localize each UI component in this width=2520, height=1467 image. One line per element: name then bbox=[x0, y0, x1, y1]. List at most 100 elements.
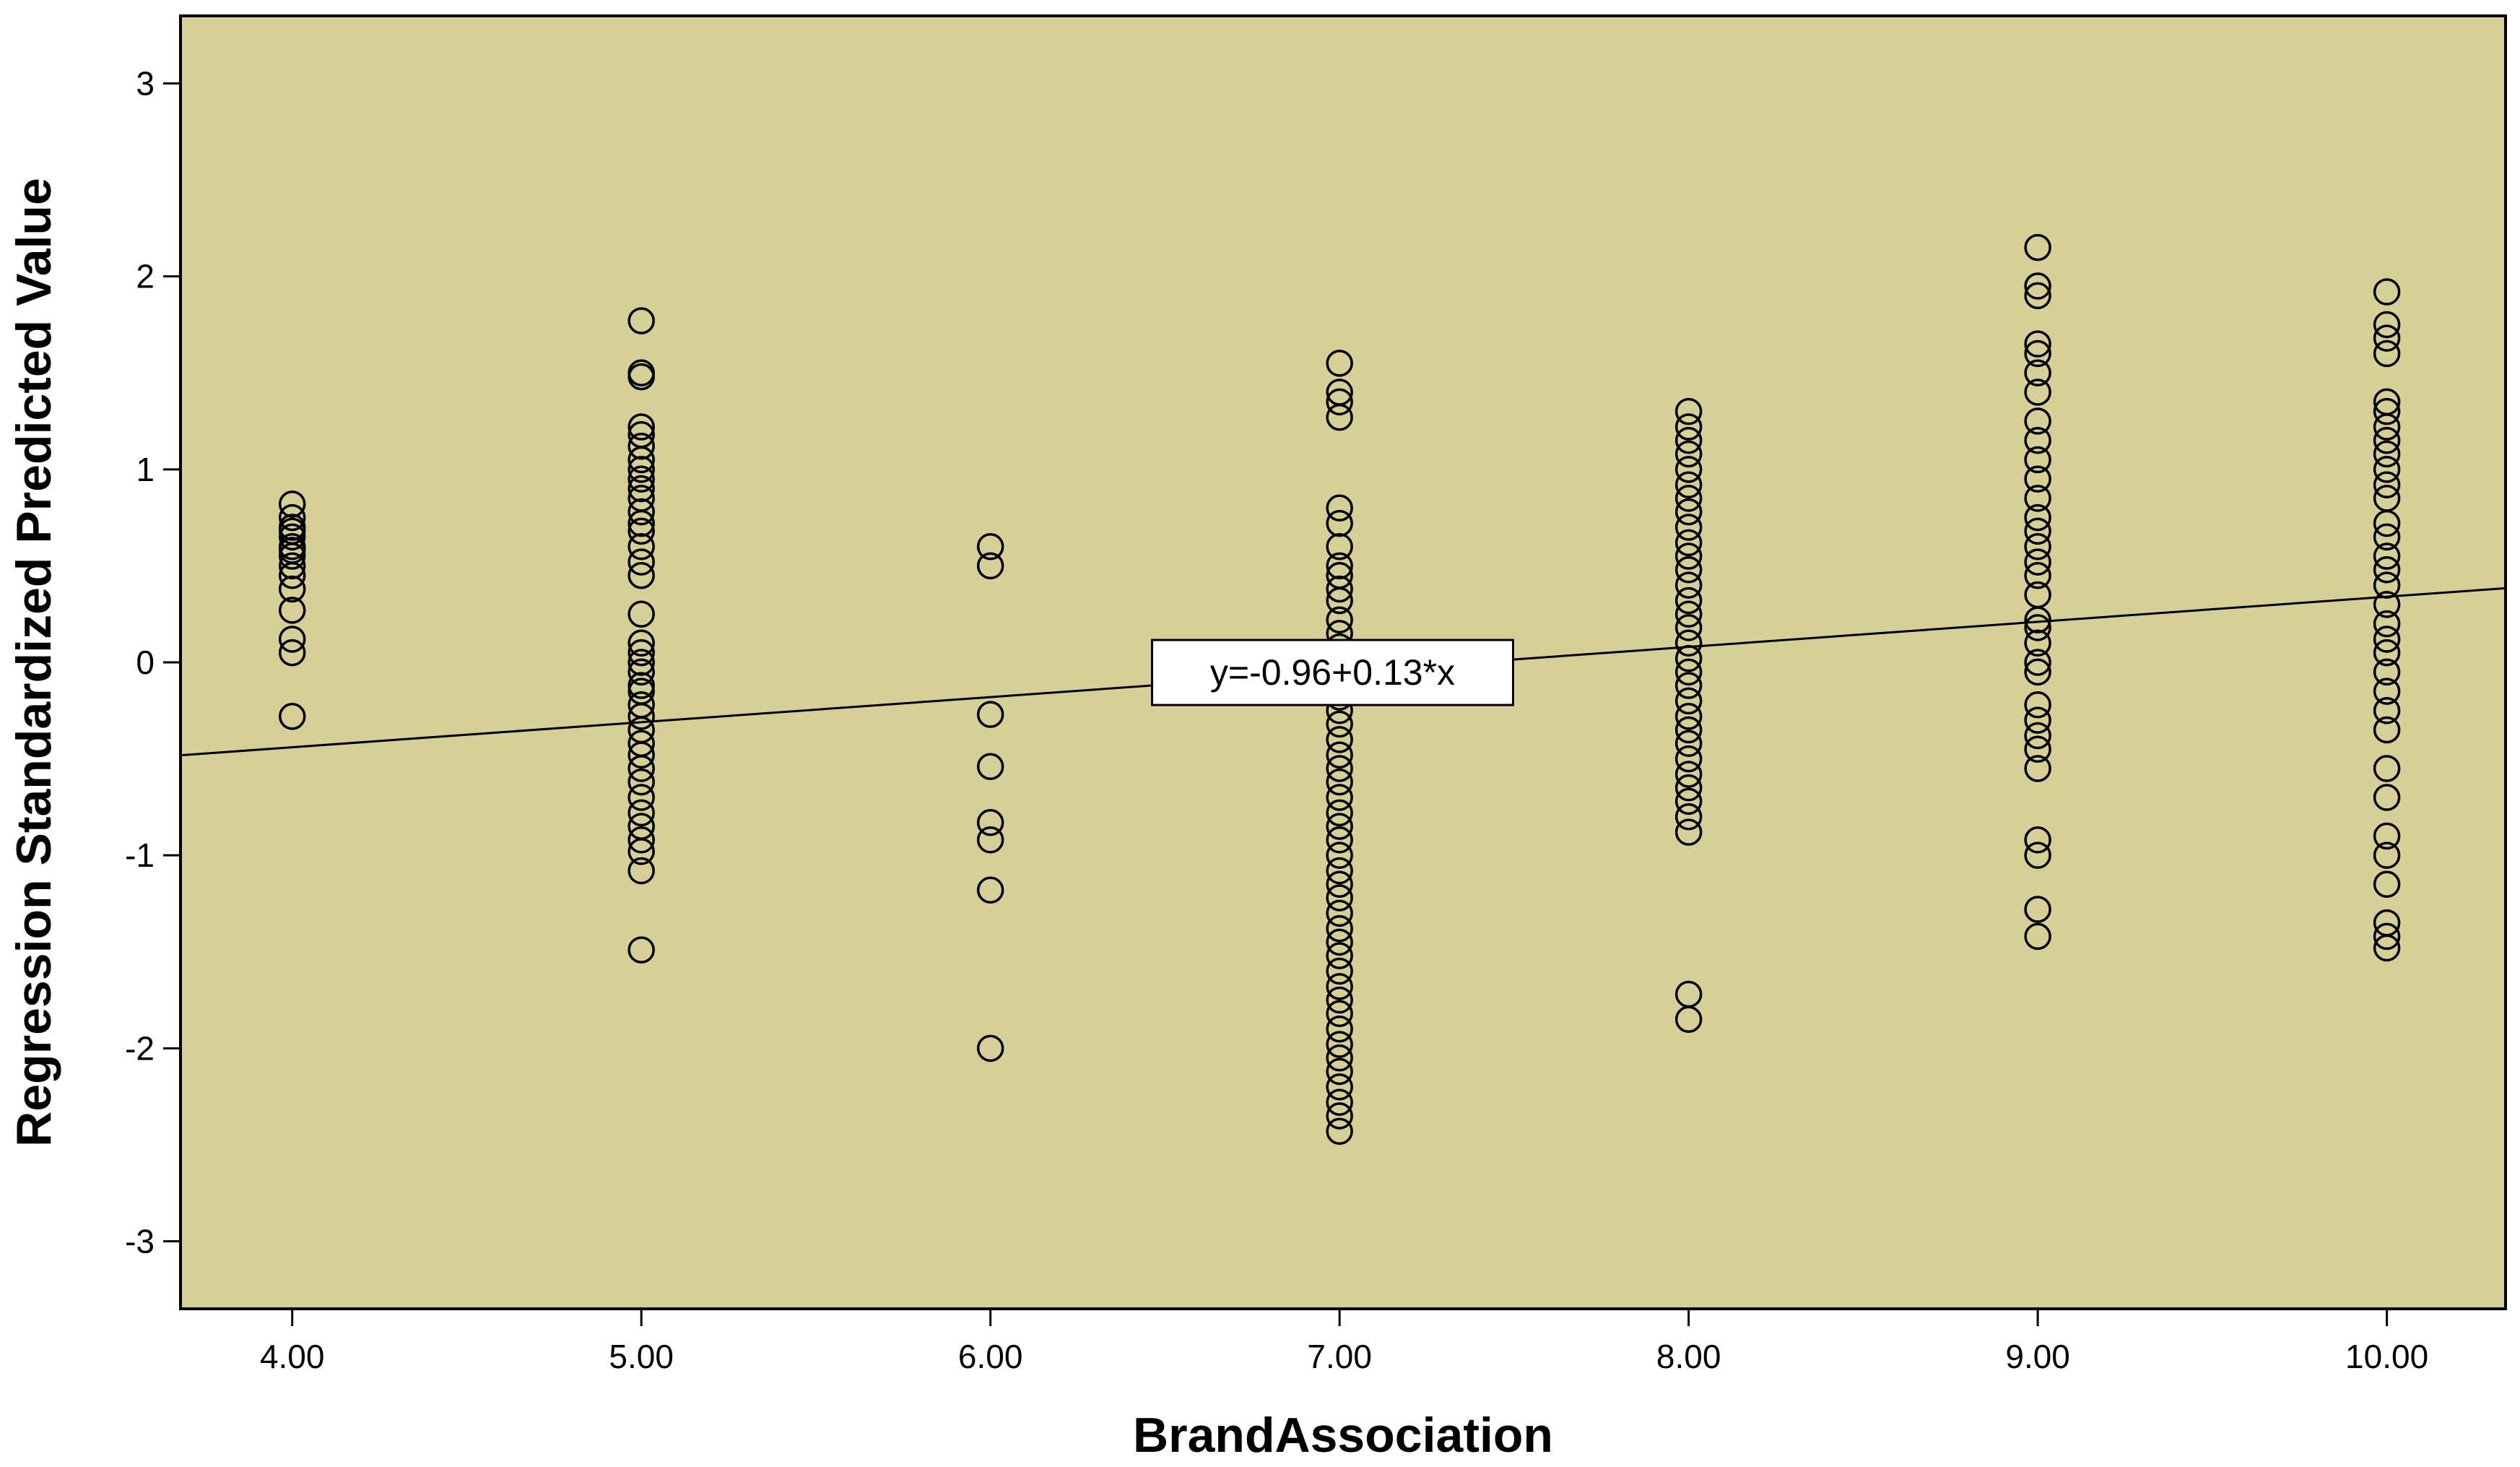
data-point bbox=[2373, 610, 2401, 638]
data-point bbox=[627, 629, 655, 657]
data-point bbox=[1326, 1044, 1353, 1072]
data-point bbox=[2373, 591, 2401, 618]
data-point bbox=[627, 532, 655, 561]
data-point bbox=[627, 517, 655, 545]
fit-equation-label: y=-0.96+0.13*x bbox=[1210, 652, 1455, 693]
data-point bbox=[2024, 548, 2051, 576]
data-point bbox=[1326, 1117, 1353, 1145]
data-point bbox=[2024, 755, 2051, 782]
data-point bbox=[2024, 272, 2051, 300]
data-point bbox=[627, 600, 655, 628]
data-point bbox=[2024, 706, 2051, 734]
data-point bbox=[278, 490, 306, 518]
data-point bbox=[2024, 359, 2051, 387]
data-point bbox=[1674, 427, 1703, 454]
y-axis-title: Regression Standardized Predicted Value bbox=[6, 178, 61, 1147]
data-point bbox=[1674, 529, 1703, 557]
data-point bbox=[2373, 697, 2401, 724]
data-point bbox=[1674, 587, 1703, 615]
data-point bbox=[627, 838, 655, 865]
data-point bbox=[627, 639, 655, 667]
data-point bbox=[1674, 471, 1703, 498]
data-point bbox=[1326, 884, 1353, 912]
data-point bbox=[2024, 465, 2051, 493]
data-point bbox=[1326, 710, 1353, 738]
data-point bbox=[1674, 498, 1703, 526]
data-point bbox=[1674, 802, 1703, 831]
data-point bbox=[627, 703, 655, 730]
data-point bbox=[627, 826, 655, 854]
y-tick-label: 1 bbox=[136, 451, 155, 488]
data-point bbox=[2373, 397, 2401, 425]
data-point bbox=[2373, 934, 2401, 962]
fit-equation-frame bbox=[1150, 639, 1514, 706]
y-tick-label: 0 bbox=[136, 644, 155, 681]
data-point bbox=[2024, 735, 2051, 763]
data-point bbox=[1674, 456, 1703, 483]
data-point bbox=[1326, 826, 1353, 854]
data-point bbox=[1326, 575, 1353, 603]
data-point bbox=[2373, 339, 2401, 368]
data-point bbox=[2373, 755, 2401, 782]
data-point bbox=[278, 503, 306, 532]
data-point bbox=[2024, 841, 2051, 869]
x-tick-label: 8.00 bbox=[1656, 1338, 1721, 1375]
data-point bbox=[1326, 857, 1353, 885]
data-point bbox=[278, 597, 306, 624]
data-point bbox=[2373, 413, 2401, 441]
data-point bbox=[1674, 629, 1703, 657]
x-axis-title: BrandAssociation bbox=[1133, 1408, 1553, 1463]
data-point bbox=[2024, 606, 2051, 633]
data-point bbox=[2024, 532, 2051, 561]
fit-equation-box: y=-0.96+0.13*x bbox=[1150, 639, 1514, 706]
y-tick-label: 3 bbox=[136, 65, 155, 103]
data-point bbox=[2024, 427, 2051, 454]
data-point bbox=[2373, 639, 2401, 667]
data-point bbox=[2373, 571, 2401, 599]
data-point bbox=[627, 741, 655, 769]
data-point bbox=[1674, 440, 1703, 468]
data-point bbox=[1326, 509, 1353, 537]
data-point bbox=[1674, 818, 1703, 846]
data-point bbox=[1326, 1089, 1353, 1116]
data-point bbox=[976, 876, 1004, 904]
data-point bbox=[2024, 503, 2051, 532]
data-point bbox=[2024, 339, 2051, 368]
data-point bbox=[976, 753, 1004, 781]
data-point bbox=[2373, 456, 2401, 483]
data-point bbox=[1326, 403, 1353, 431]
data-point bbox=[1326, 494, 1353, 522]
data-point bbox=[2373, 440, 2401, 468]
data-point bbox=[1674, 413, 1703, 441]
data-point bbox=[1674, 614, 1703, 641]
data-point bbox=[2373, 542, 2401, 570]
x-axis: 4.00 5.00 6.00 7.00 8.00 9.00 10.00 bbox=[260, 1309, 2428, 1375]
data-point bbox=[976, 532, 1004, 561]
data-point bbox=[1326, 1057, 1353, 1086]
data-point bbox=[2024, 722, 2051, 750]
data-point bbox=[1674, 672, 1703, 699]
data-point bbox=[1326, 552, 1353, 580]
data-point bbox=[976, 701, 1004, 728]
x-tick-label: 10.00 bbox=[2345, 1338, 2428, 1375]
data-point bbox=[2373, 626, 2401, 653]
data-point bbox=[627, 465, 655, 493]
data-point bbox=[1674, 514, 1703, 541]
y-axis: 3 2 1 0 -1 -2 -3 bbox=[125, 65, 181, 1260]
data-point bbox=[1326, 1073, 1353, 1101]
x-tick-label: 5.00 bbox=[609, 1338, 674, 1375]
data-point bbox=[278, 575, 306, 603]
data-point bbox=[1326, 986, 1353, 1014]
data-point bbox=[2024, 407, 2051, 435]
x-tick-label: 7.00 bbox=[1307, 1338, 1372, 1375]
data-point bbox=[1674, 761, 1703, 788]
data-point bbox=[1326, 606, 1353, 633]
data-point bbox=[1674, 644, 1703, 672]
data-point bbox=[627, 446, 655, 474]
data-point bbox=[1674, 658, 1703, 686]
data-point bbox=[1326, 973, 1353, 1000]
data-point bbox=[2373, 922, 2401, 951]
data-point bbox=[2024, 649, 2051, 676]
data-point bbox=[1326, 741, 1353, 769]
